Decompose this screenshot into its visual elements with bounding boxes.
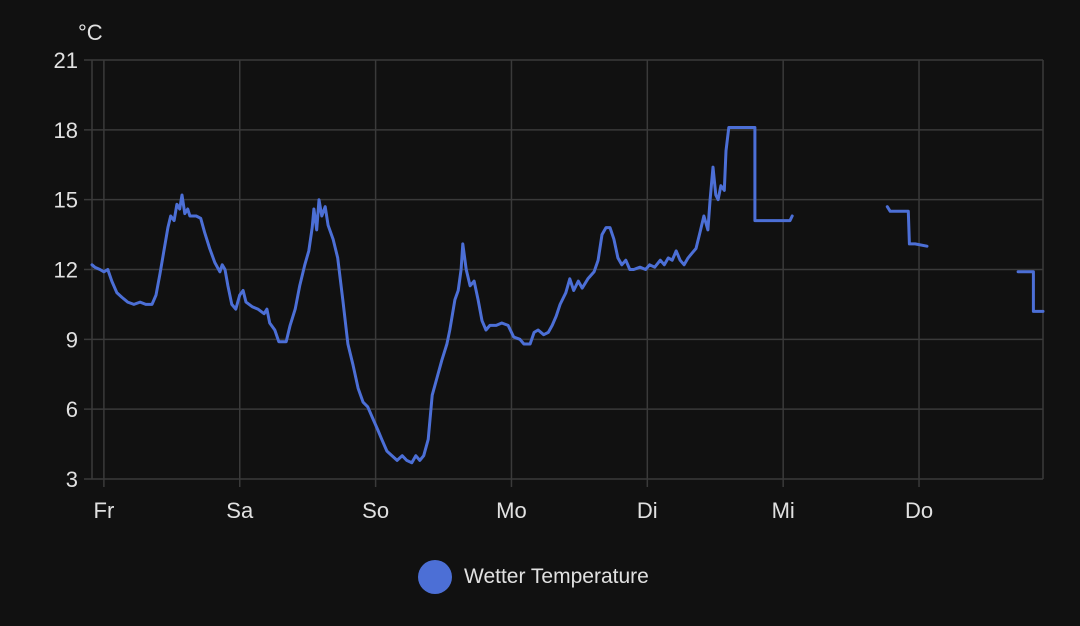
series-line-segment <box>1016 270 1045 313</box>
series-lines <box>90 126 1045 465</box>
legend-label: Wetter Temperature <box>464 565 649 588</box>
x-tick-label: Di <box>637 498 658 523</box>
y-tick-label: 12 <box>54 258 78 283</box>
y-tick-label: 9 <box>66 327 78 352</box>
y-tick-label: 15 <box>54 188 78 213</box>
series-line-segment <box>90 126 794 465</box>
x-tick-label: Do <box>905 498 933 523</box>
legend-color-swatch <box>418 560 452 594</box>
series-line-segment <box>885 205 929 248</box>
x-tick-label: Fr <box>94 498 115 523</box>
x-tick-label: Mi <box>772 498 795 523</box>
y-tick-label: 3 <box>66 467 78 492</box>
y-axis-unit-label: °C <box>78 20 103 45</box>
x-tick-label: Mo <box>496 498 527 523</box>
y-tick-label: 18 <box>54 118 78 143</box>
y-tick-label: 21 <box>54 48 78 73</box>
x-tick-label: Sa <box>226 498 254 523</box>
legend-item-wetter-temperature[interactable]: Wetter Temperature <box>418 560 649 594</box>
x-axis: Fr Sa So Mo Di Mi Do <box>94 498 934 523</box>
y-tick-label: 6 <box>66 397 78 422</box>
grid <box>84 59 1044 487</box>
x-tick-label: So <box>362 498 389 523</box>
y-axis: 3 6 9 12 15 18 21 <box>54 48 78 492</box>
